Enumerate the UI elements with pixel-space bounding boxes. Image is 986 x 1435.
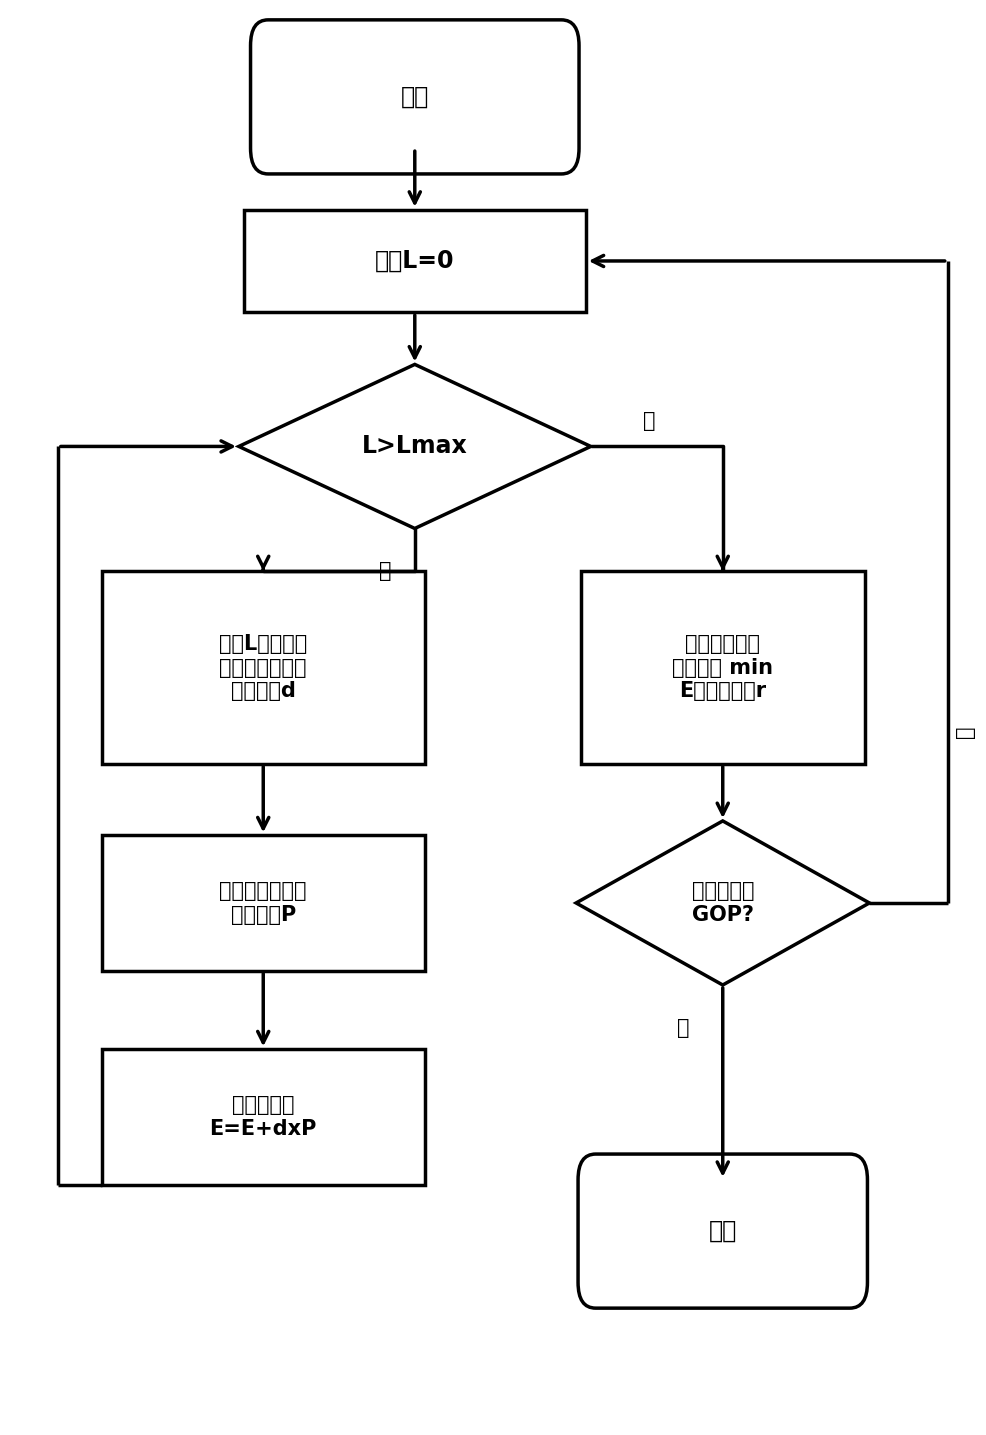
Text: 是: 是: [677, 1017, 690, 1038]
Text: 计算总失真
E=E+dxP: 计算总失真 E=E+dxP: [210, 1095, 317, 1138]
Bar: [581, 571, 865, 763]
Bar: [102, 835, 425, 970]
Bar: [102, 571, 425, 763]
Text: 根据查找表求解
传输失真P: 根据查找表求解 传输失真P: [220, 881, 307, 924]
Text: L>Lmax: L>Lmax: [362, 435, 467, 458]
FancyBboxPatch shape: [250, 20, 579, 174]
Polygon shape: [239, 364, 591, 528]
Text: 根据L层的码率
和量化参数求解
信源失真d: 根据L层的码率 和量化参数求解 信源失真d: [219, 634, 308, 700]
Text: 设置L=0: 设置L=0: [375, 248, 455, 273]
Polygon shape: [576, 821, 870, 984]
Text: 结束: 结束: [709, 1220, 737, 1243]
Bar: [102, 1049, 425, 1185]
Text: 否: 否: [380, 561, 391, 581]
Text: 否: 否: [955, 726, 975, 738]
Text: 利用最优化方
法，求解 min
E，得到向量r: 利用最优化方 法，求解 min E，得到向量r: [672, 634, 773, 700]
Text: 是: 是: [643, 410, 656, 430]
Bar: [244, 210, 586, 313]
Text: 开始: 开始: [400, 85, 429, 109]
Text: 计算完一个
GOP?: 计算完一个 GOP?: [691, 881, 754, 924]
FancyBboxPatch shape: [578, 1154, 868, 1309]
